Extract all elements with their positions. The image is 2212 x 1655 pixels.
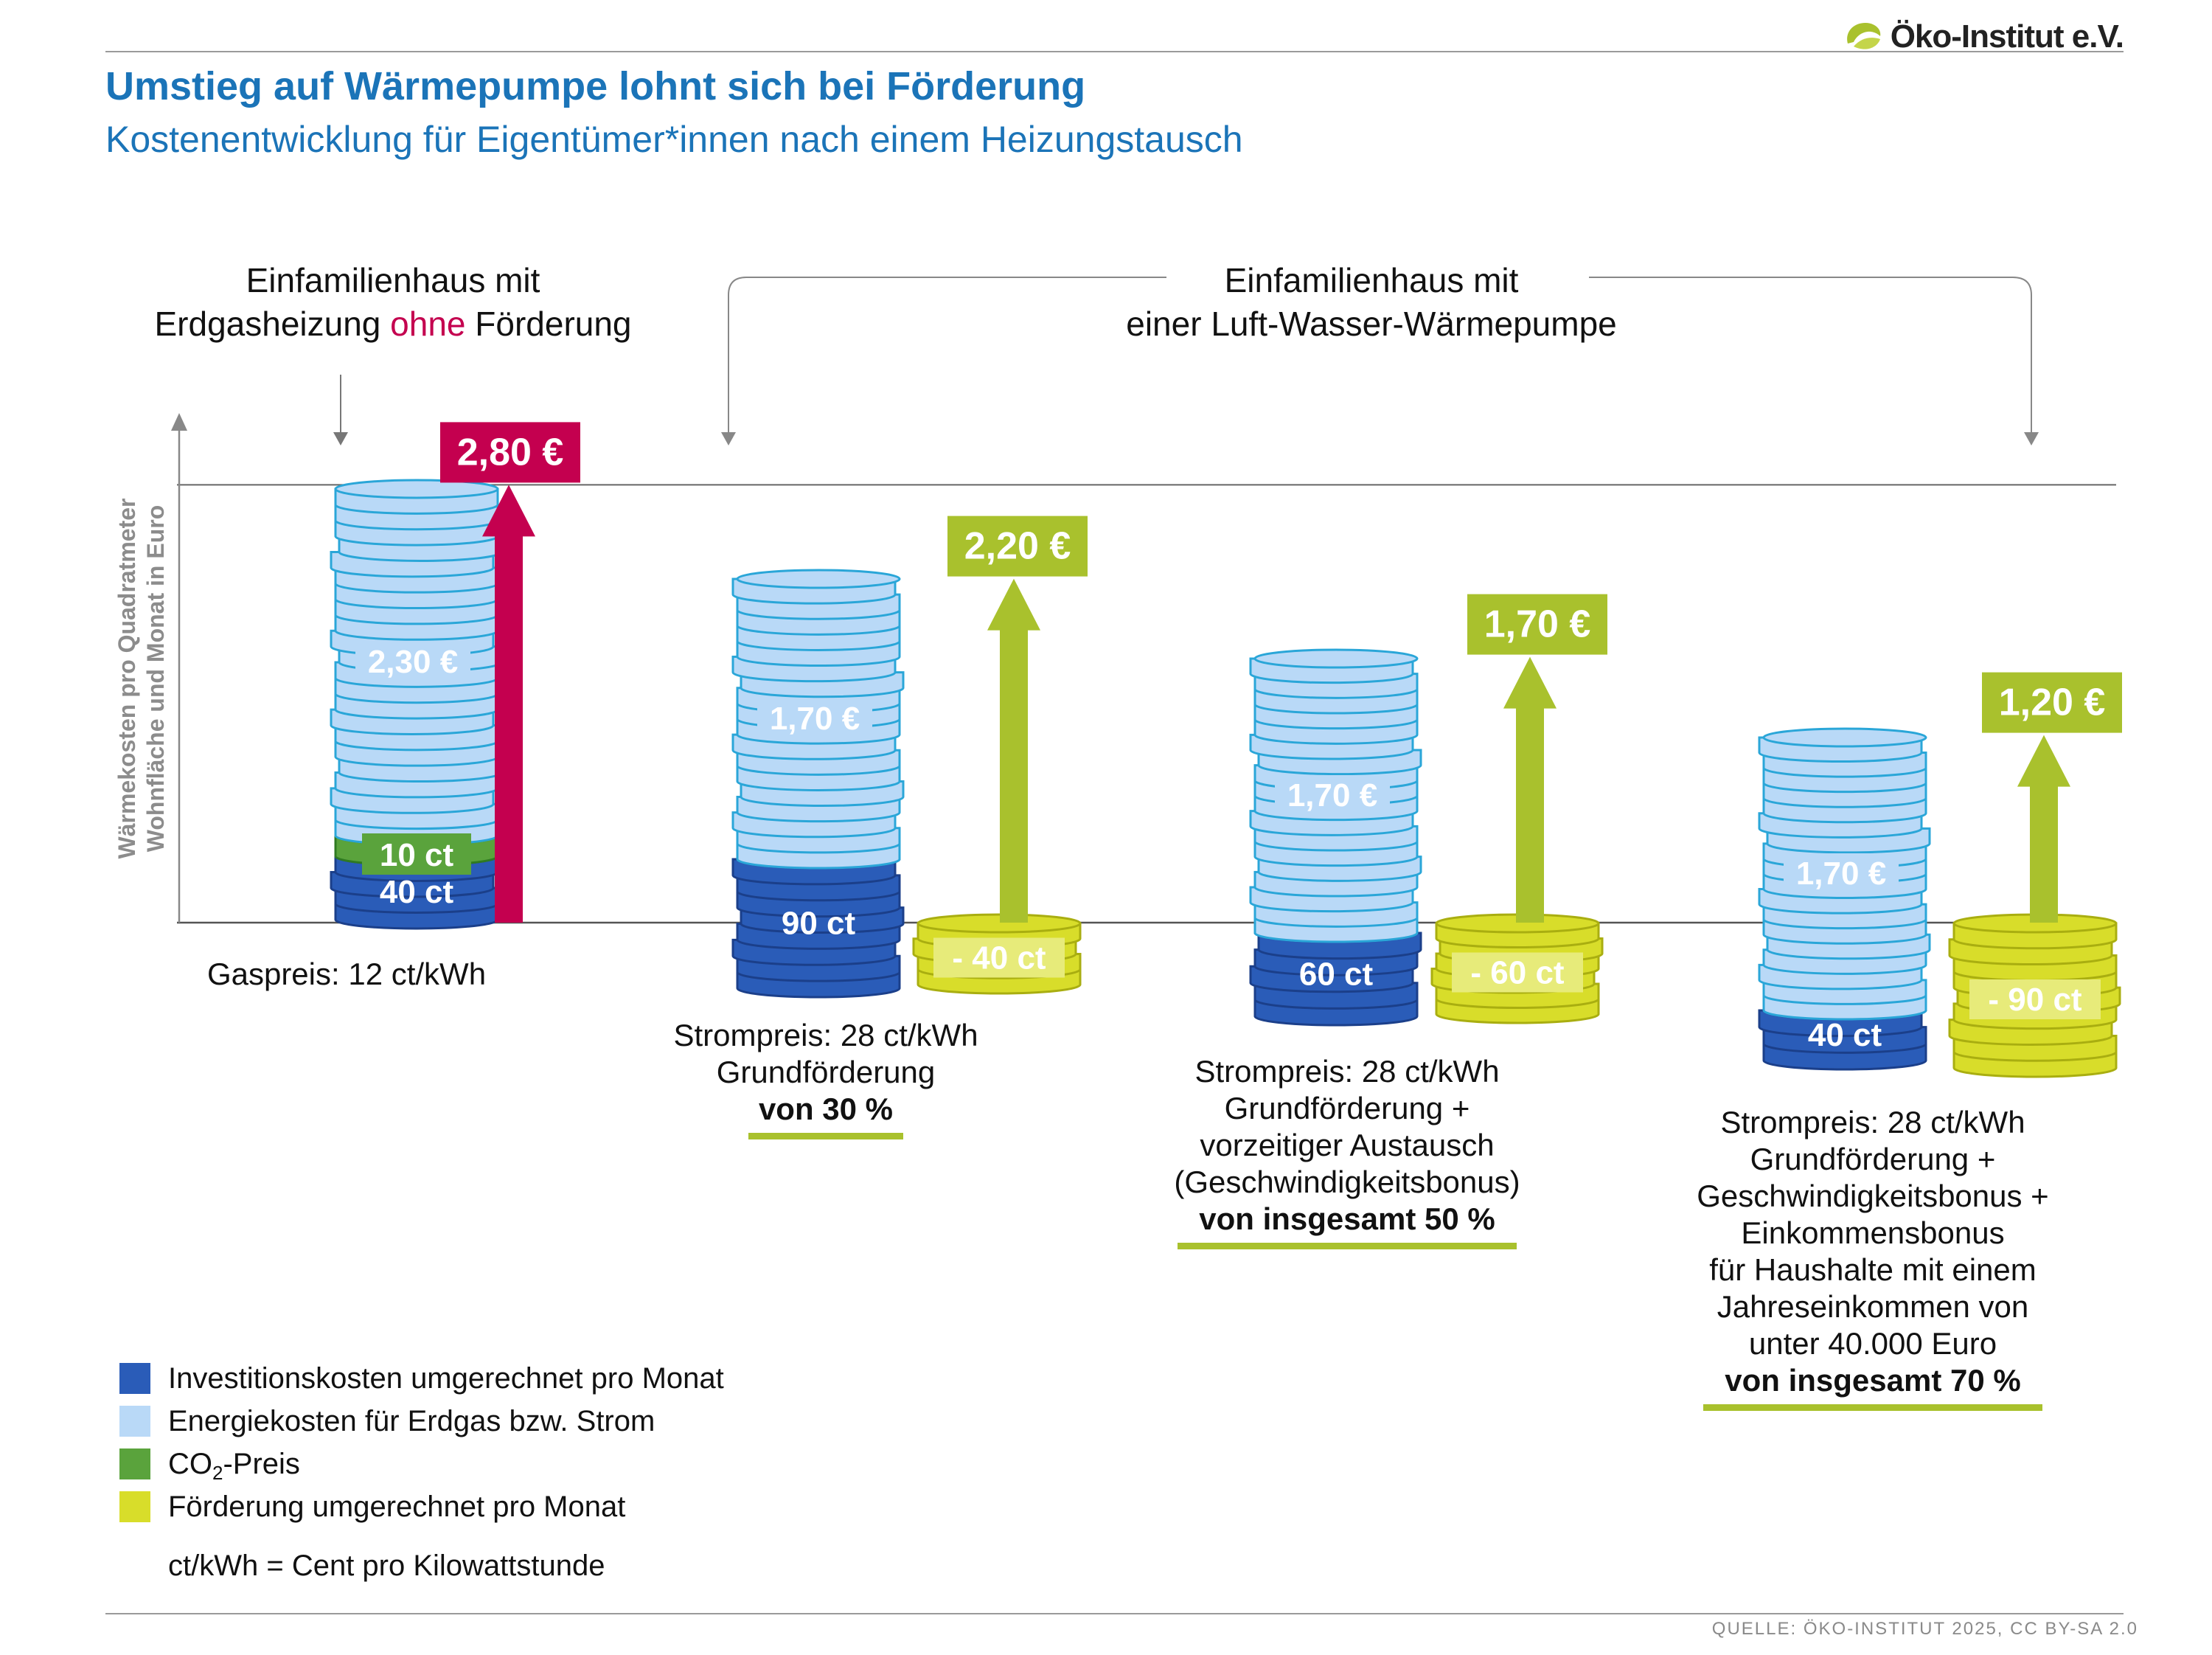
total-arrow-2 xyxy=(1503,656,1557,923)
note-2-underline xyxy=(1178,1243,1517,1249)
group-hp-bracket-arrow-right-icon xyxy=(2024,432,2039,445)
group-label-gas-line2: Erdgasheizung ohne Förderung xyxy=(154,305,631,343)
note-3-line-2: Geschwindigkeitsbonus + xyxy=(1697,1179,2048,1213)
total-label-1: 2,20 € xyxy=(964,525,1071,568)
energy-stack-3 xyxy=(1758,727,1931,1021)
energy-value-0-bg xyxy=(355,642,470,681)
total-box-2 xyxy=(1467,594,1607,655)
legend-label-0: Investitionskosten umgerechnet pro Monat xyxy=(168,1362,724,1395)
funding-value-1-bg xyxy=(933,937,1065,978)
energy-stack-2 xyxy=(1249,648,1422,943)
group-label-gas-line1: Einfamilienhaus mit xyxy=(246,261,540,299)
investment-value-3: 40 ct xyxy=(1808,1017,1882,1053)
total-arrow-1 xyxy=(987,578,1040,923)
co2-value-bg xyxy=(362,833,471,875)
y-axis-label-line2: Wohnfläche und Monat in Euro xyxy=(142,505,169,852)
note-0-line-0: Gaspreis: 12 ct/kWh xyxy=(207,957,486,991)
funding-value-3: - 90 ct xyxy=(1988,982,2082,1018)
note-2-line-2: vorzeitiger Austausch xyxy=(1200,1128,1494,1162)
note-1-line-1: Grundförderung xyxy=(717,1055,936,1089)
note-3-underline xyxy=(1703,1404,2042,1411)
note-3-line-3: Einkommensbonus xyxy=(1741,1215,2004,1250)
total-box-3 xyxy=(1982,672,2122,733)
energy-value-2-bg xyxy=(1275,775,1390,815)
note-3-line-5: Jahreseinkommen von xyxy=(1717,1289,2029,1324)
energy-stack-0 xyxy=(330,479,503,846)
page-subtitle: Kostenentwicklung für Eigentümer*innen n… xyxy=(105,119,1243,160)
investment-value-2: 60 ct xyxy=(1299,957,1374,993)
note-2-line-3: (Geschwindigkeitsbonus) xyxy=(1174,1165,1520,1199)
logo-mark-icon xyxy=(1846,23,1880,49)
funding-value-2-bg xyxy=(1452,952,1583,993)
legend-label-1: Energiekosten für Erdgas bzw. Strom xyxy=(168,1405,655,1437)
coin-top xyxy=(334,479,499,499)
energy-value-3-bg xyxy=(1784,853,1899,893)
note-3-bold: von insgesamt 70 % xyxy=(1725,1363,2020,1398)
logo: Öko-Institut e.V. xyxy=(1843,15,2124,59)
coin-top xyxy=(736,569,901,589)
funding-value-2: - 60 ct xyxy=(1470,955,1565,991)
energy-value-3: 1,70 € xyxy=(1796,856,1886,892)
energy-value-1: 1,70 € xyxy=(770,701,860,737)
coin-top xyxy=(917,913,1082,934)
note-3-line-0: Strompreis: 28 ct/kWh xyxy=(1720,1105,2025,1139)
total-label-0: 2,80 € xyxy=(457,431,564,473)
group-hp-bracket-arrow-left-icon xyxy=(721,432,736,445)
legend-swatch-2 xyxy=(119,1448,150,1479)
note-1-underline xyxy=(748,1133,903,1139)
legend-swatch-1 xyxy=(119,1406,150,1437)
total-box-1 xyxy=(947,516,1088,577)
total-label-2: 1,70 € xyxy=(1484,603,1591,646)
investment-stack-2 xyxy=(1249,923,1422,1027)
investment-value-1: 90 ct xyxy=(782,906,856,942)
note-2-bold: von insgesamt 50 % xyxy=(1199,1201,1495,1236)
note-1-line-0: Strompreis: 28 ct/kWh xyxy=(673,1018,978,1052)
legend-label-3: Förderung umgerechnet pro Monat xyxy=(168,1491,625,1523)
legend-label-2: CO2-Preis xyxy=(168,1448,300,1484)
y-axis-arrow-icon xyxy=(171,413,187,431)
total-arrow-3 xyxy=(2017,735,2070,923)
legend-note: ct/kWh = Cent pro Kilowattstunde xyxy=(168,1550,605,1582)
note-3-line-4: für Haushalte mit einem xyxy=(1709,1252,2037,1287)
legend-swatch-3 xyxy=(119,1491,150,1522)
note-3-line-1: Grundförderung + xyxy=(1750,1142,1996,1176)
co2-value-0: 10 ct xyxy=(380,837,454,873)
energy-value-2: 1,70 € xyxy=(1287,777,1377,813)
legend-swatch-0 xyxy=(119,1363,150,1394)
source-note: QUELLE: ÖKO-INSTITUT 2025, CC BY-SA 2.0 xyxy=(1711,1619,2138,1639)
total-arrow-0 xyxy=(482,485,535,923)
note-1-bold: von 30 % xyxy=(759,1092,893,1126)
coin-top xyxy=(1762,727,1927,748)
total-box-0 xyxy=(440,422,580,483)
group-label-hp-line1: Einfamilienhaus mit xyxy=(1225,261,1519,299)
group-label-hp-line2: einer Luft-Wasser-Wärmepumpe xyxy=(1126,305,1617,343)
investment-value-0: 40 ct xyxy=(380,874,454,910)
group-hp-bracket xyxy=(728,277,2032,437)
energy-value-1-bg xyxy=(757,698,872,738)
note-2-line-1: Grundförderung + xyxy=(1225,1091,1470,1125)
funding-value-3-bg xyxy=(1969,979,2101,1019)
note-3-line-6: unter 40.000 Euro xyxy=(1749,1326,1997,1361)
page-title: Umstieg auf Wärmepumpe lohnt sich bei Fö… xyxy=(105,64,1086,108)
note-2-line-0: Strompreis: 28 ct/kWh xyxy=(1194,1054,1499,1089)
funding-value-1: - 40 ct xyxy=(952,940,1046,976)
coin-top xyxy=(1253,648,1419,669)
group-gas-pointer-arrow-icon xyxy=(333,432,348,445)
total-label-3: 1,20 € xyxy=(1999,681,2106,724)
energy-value-0: 2,30 € xyxy=(368,644,458,680)
y-axis-label-line1: Wärmekosten pro Quadratmeter xyxy=(114,498,140,858)
logo-text: Öko-Institut e.V. xyxy=(1890,18,2124,55)
